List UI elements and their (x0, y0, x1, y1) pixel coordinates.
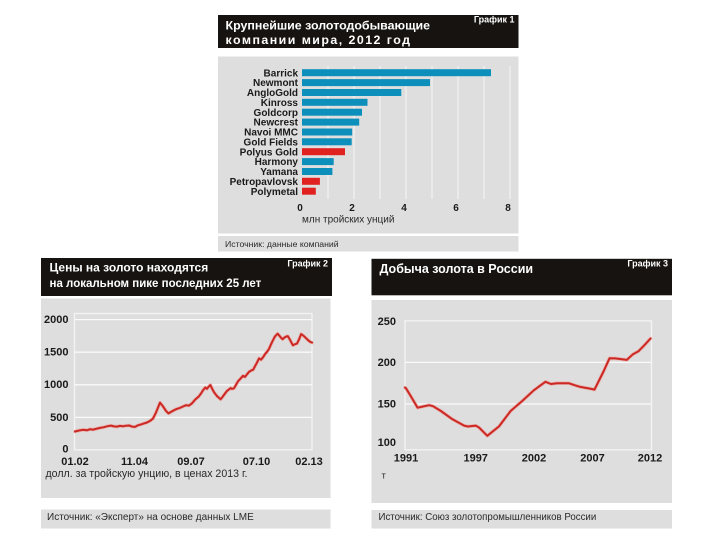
svg-text:0: 0 (297, 203, 303, 214)
svg-text:100: 100 (378, 437, 396, 449)
svg-text:6: 6 (453, 203, 459, 214)
svg-text:2: 2 (349, 203, 355, 214)
svg-text:1000: 1000 (44, 379, 68, 391)
svg-text:Yamana: Yamana (260, 167, 298, 178)
svg-text:Navoi MMC: Navoi MMC (244, 128, 298, 139)
svg-text:Kinross: Kinross (261, 98, 299, 109)
svg-text:150: 150 (378, 399, 396, 411)
svg-text:т: т (382, 471, 387, 482)
svg-text:Источник: данные компаний: Источник: данные компаний (225, 239, 339, 249)
svg-text:Goldcorp: Goldcorp (254, 108, 298, 119)
svg-text:График 2: График 2 (287, 259, 328, 269)
svg-text:1500: 1500 (44, 347, 68, 359)
svg-text:8: 8 (505, 203, 511, 214)
svg-text:Petropavlovsk: Petropavlovsk (230, 177, 299, 188)
svg-text:11.04: 11.04 (121, 456, 149, 468)
svg-text:График 1: График 1 (474, 14, 515, 24)
svg-text:Newcrest: Newcrest (254, 118, 299, 129)
svg-text:2002: 2002 (522, 453, 546, 465)
svg-text:09.07: 09.07 (177, 456, 205, 468)
svg-text:долл. за тройскую унцию, в цен: долл. за тройскую унцию, в ценах 2013 г. (46, 468, 248, 480)
svg-text:Крупнейшие золотодобывающие: Крупнейшие золотодобывающие (226, 19, 431, 33)
svg-text:Newmont: Newmont (253, 78, 299, 89)
svg-text:07.10: 07.10 (243, 456, 271, 468)
svg-text:Barrick: Barrick (264, 68, 299, 79)
svg-text:AngloGold: AngloGold (247, 88, 298, 99)
svg-text:Цены на золото находятся: Цены на золото находятся (50, 261, 209, 275)
svg-text:2007: 2007 (580, 453, 604, 465)
svg-text:Harmony: Harmony (255, 157, 299, 168)
svg-text:млн тройских унций: млн тройских унций (302, 214, 394, 225)
svg-text:Gold Fields: Gold Fields (244, 137, 299, 148)
svg-text:1997: 1997 (463, 453, 487, 465)
svg-text:Polyus Gold: Polyus Gold (240, 147, 298, 158)
svg-text:2000: 2000 (44, 314, 68, 326)
svg-text:Источник: Союз золотопромышлен: Источник: Союз золотопромышленников Росс… (379, 512, 597, 523)
svg-text:График 3: График 3 (627, 259, 668, 269)
svg-text:0: 0 (62, 444, 68, 456)
svg-text:4: 4 (401, 203, 407, 214)
svg-text:250: 250 (378, 316, 396, 328)
svg-text:Источник: «Эксперт» на основе: Источник: «Эксперт» на основе данных LME (47, 512, 254, 523)
svg-text:02.13: 02.13 (295, 456, 323, 468)
svg-text:2012: 2012 (638, 453, 662, 465)
svg-text:200: 200 (378, 357, 396, 369)
svg-text:01.02: 01.02 (61, 456, 89, 468)
svg-text:компании мира, 2012 год: компании мира, 2012 год (226, 33, 412, 47)
svg-text:1991: 1991 (394, 453, 418, 465)
svg-text:Добыча золота в России: Добыча золота в России (380, 262, 534, 276)
svg-text:на локальном пике последних 25: на локальном пике последних 25 лет (50, 278, 262, 290)
svg-text:Polymetal: Polymetal (251, 187, 298, 198)
svg-text:500: 500 (50, 412, 68, 424)
